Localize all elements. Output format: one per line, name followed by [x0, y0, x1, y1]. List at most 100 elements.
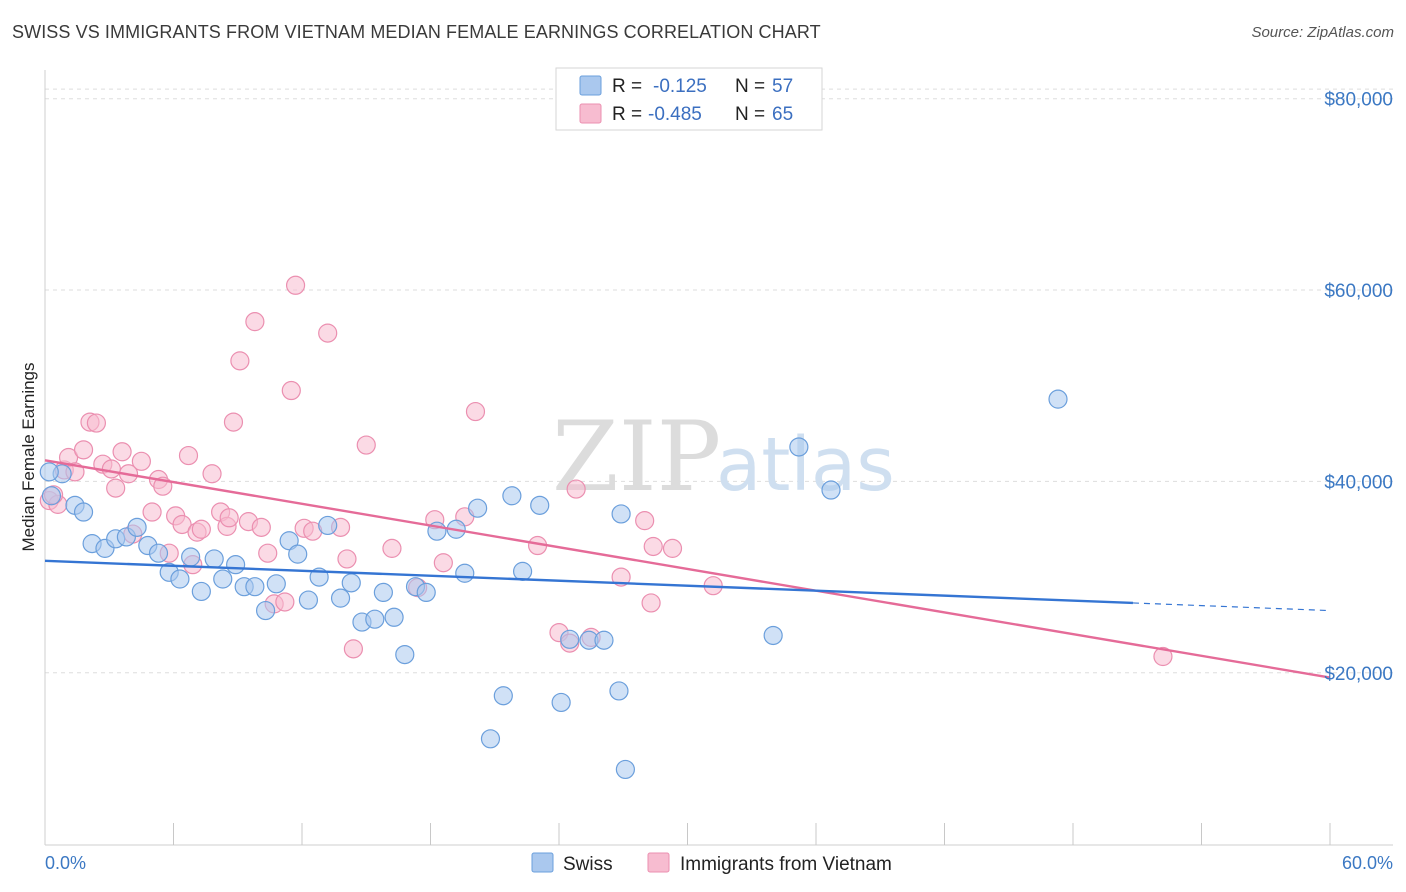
swiss-point-32	[384, 607, 404, 627]
swiss-point-12	[170, 569, 190, 589]
swiss-point-24	[298, 590, 319, 610]
vietnam-point-56	[635, 511, 655, 531]
swiss-point-43	[512, 561, 533, 581]
legend-swatch-swiss	[579, 75, 602, 96]
vietnam-point-55	[611, 567, 631, 587]
source-label: Source: ZipAtlas.com	[1251, 24, 1394, 41]
vietnam-point-44	[382, 538, 402, 558]
swiss-point-33	[395, 644, 415, 665]
swiss-point-13	[181, 547, 201, 567]
bottom-legend-label-vietnam: Immigrants from Vietnam	[680, 854, 892, 875]
trend-line-vietnam	[44, 459, 1331, 679]
legend-n-value-vietnam: 65	[772, 104, 793, 125]
vietnam-point-30	[245, 312, 265, 332]
vietnam-point-24	[202, 464, 222, 484]
swiss-point-35	[416, 582, 436, 603]
y-tick-label-2: $60,000	[1324, 281, 1393, 302]
swiss-point-46	[560, 629, 580, 649]
vietnam-point-32	[258, 543, 278, 563]
y-tick-label-1: $40,000	[1324, 472, 1393, 493]
vietnam-point-35	[281, 380, 301, 401]
swiss-point-38	[455, 563, 475, 583]
y-tick-labels: $20,000 $40,000 $60,000 $80,000	[1324, 90, 1393, 685]
trend-line-swiss	[44, 559, 1134, 605]
vietnam-point-5	[73, 440, 94, 460]
legend-r-value-vietnam: -0.485	[648, 104, 702, 125]
swiss-point-21	[266, 574, 286, 594]
legend-n-label-vietnam: N =	[735, 104, 765, 125]
swiss-point-30	[365, 609, 385, 629]
bottom-legend-swatch-vietnam	[647, 852, 670, 873]
x-tick-label-max: 60.0%	[1342, 853, 1393, 873]
vietnam-point-9	[101, 459, 121, 479]
swiss-point-22	[279, 531, 299, 551]
swiss-point-16	[213, 569, 233, 589]
y-tick-label-3: $80,000	[1324, 90, 1393, 111]
y-axis-label: Median Female Earnings	[19, 363, 38, 552]
trend-lines	[44, 459, 1331, 679]
vietnam-point-41	[337, 549, 357, 569]
swiss-point-52	[763, 625, 783, 646]
vietnam-point-11	[112, 442, 132, 462]
vietnam-point-20	[172, 514, 192, 535]
swiss-point-49	[609, 681, 629, 701]
series-swiss-points	[39, 389, 1068, 780]
swiss-point-44	[530, 495, 550, 515]
vietnam-point-23	[191, 519, 211, 539]
swiss-point-50	[611, 504, 631, 524]
vietnam-point-49	[465, 401, 486, 422]
trend-line-swiss-extension	[1132, 602, 1331, 612]
swiss-point-40	[480, 729, 501, 749]
swiss-point-17	[226, 555, 246, 575]
y-tick-label-0: $20,000	[1324, 664, 1393, 685]
swiss-point-14	[191, 581, 211, 602]
vietnam-point-53	[566, 479, 586, 499]
vietnam-point-58	[643, 536, 663, 557]
vietnam-point-43	[356, 435, 376, 455]
swiss-point-8	[127, 517, 147, 537]
swiss-point-28	[341, 573, 361, 593]
swiss-point-0	[41, 486, 62, 506]
legend-box: R = -0.125 N = 57 R = -0.485 N = 65	[555, 67, 823, 131]
swiss-point-20	[255, 600, 276, 621]
vietnam-point-14	[131, 451, 151, 471]
legend-swatch-vietnam	[579, 103, 602, 124]
legend-r-label-vietnam: R =	[612, 104, 642, 125]
legend-n-value-swiss: 57	[772, 76, 793, 97]
swiss-point-26	[318, 515, 338, 536]
vietnam-point-36	[285, 275, 306, 295]
vietnam-point-15	[142, 502, 162, 522]
swiss-point-3	[73, 502, 94, 522]
swiss-point-31	[373, 582, 393, 603]
vietnam-point-27	[223, 412, 244, 432]
vietnam-point-57	[641, 593, 661, 613]
swiss-point-39	[468, 498, 488, 518]
bottom-legend-swatch-swiss	[531, 852, 554, 873]
vietnam-point-64	[219, 508, 239, 528]
vietnam-point-10	[106, 478, 126, 498]
swiss-point-27	[330, 588, 351, 608]
swiss-point-53	[789, 437, 809, 457]
vietnam-point-59	[662, 538, 683, 558]
vietnam-point-42	[343, 639, 363, 659]
axes	[44, 70, 1393, 846]
swiss-point-10	[148, 543, 169, 563]
vietnam-point-34	[275, 592, 295, 612]
legend-n-label-swiss: N =	[735, 76, 765, 97]
x-tick-label-min: 0.0%	[45, 853, 86, 873]
vietnam-point-61	[1153, 646, 1173, 667]
swiss-point-51	[615, 759, 635, 780]
watermark-atlas: atlas	[716, 422, 895, 508]
swiss-point-41	[493, 686, 513, 706]
vietnam-point-39	[318, 323, 338, 343]
vietnam-point-31	[251, 517, 271, 537]
swiss-point-23	[288, 544, 308, 564]
swiss-point-15	[204, 549, 224, 569]
chart-title: SWISS VS IMMIGRANTS FROM VIETNAM MEDIAN …	[12, 22, 821, 42]
vietnam-point-7	[86, 413, 107, 433]
swiss-point-56	[39, 462, 59, 482]
bottom-legend: Swiss Immigrants from Vietnam	[531, 852, 892, 875]
vietnam-point-47	[433, 553, 453, 573]
swiss-point-19	[245, 577, 265, 597]
